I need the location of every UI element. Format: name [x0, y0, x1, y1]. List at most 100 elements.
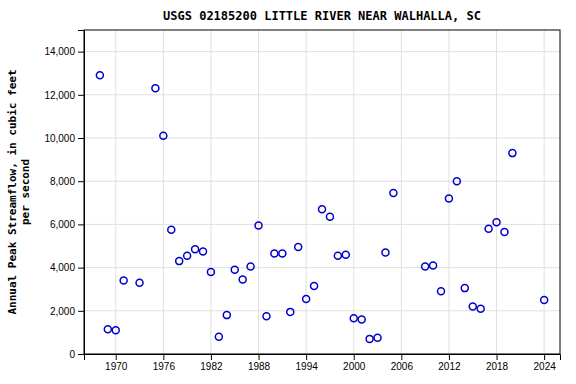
y-axis-title-line: Annual Peak Streamflow, in cubic feet [6, 69, 19, 314]
point [120, 277, 127, 284]
point [453, 178, 460, 185]
x-tick-label: 1976 [153, 361, 176, 372]
grid-line-x [496, 30, 497, 354]
axis-domain [78, 31, 85, 355]
point [541, 297, 548, 304]
x-tick-mark [354, 354, 355, 360]
point [168, 226, 175, 233]
grid-line-y [84, 94, 560, 95]
y-tick: 2,000 [50, 306, 84, 317]
grid [84, 30, 560, 354]
grid-line-x [353, 30, 354, 354]
y-tick-mark [78, 354, 84, 355]
y-tick: 12,000 [44, 90, 84, 101]
y-tick: 8,000 [50, 176, 84, 187]
grid-line-y [84, 267, 560, 268]
point [334, 252, 341, 259]
x-tick: 2012 [438, 354, 461, 372]
y-tick-mark [78, 181, 84, 182]
y-tick-label: 12,000 [44, 90, 75, 101]
y-tick-mark [78, 224, 84, 225]
point [326, 213, 333, 220]
point [247, 263, 254, 270]
x-tick-label: 2018 [486, 361, 509, 372]
y-tick: 0 [69, 349, 84, 360]
plot-area: 1970 1976 1982 1988 1994 2000 2006 2012 2018 2024… [44, 30, 560, 372]
x-tick-label: 1988 [248, 361, 271, 372]
point [104, 326, 111, 333]
point [207, 268, 214, 275]
point [239, 276, 246, 283]
points [96, 72, 547, 343]
point [438, 288, 445, 295]
point [176, 258, 183, 265]
point [501, 228, 508, 235]
y-tick-label: 10,000 [44, 133, 75, 144]
point [287, 308, 294, 315]
y-tick-mark [78, 138, 84, 139]
grid-line-x [258, 30, 259, 354]
point [215, 333, 222, 340]
x-tick: 2024 [534, 354, 557, 372]
y-tick-label: 2,000 [50, 306, 75, 317]
y-tick: 10,000 [44, 133, 84, 144]
point [493, 219, 500, 226]
grid-line-x [210, 30, 211, 354]
grid-line-x [306, 30, 307, 354]
point [271, 250, 278, 257]
point [231, 266, 238, 273]
grid-line-x [163, 30, 164, 354]
point [263, 313, 270, 320]
y-axis-title: Annual Peak Streamflow, in cubic feetper… [6, 69, 32, 314]
x-tick-mark [211, 354, 212, 360]
x-tick: 1988 [248, 354, 271, 372]
y-tick-label: 8,000 [50, 176, 75, 187]
point [311, 282, 318, 289]
grid-line-x [401, 30, 402, 354]
point [477, 305, 484, 312]
point [136, 279, 143, 286]
grid-line-x [544, 30, 545, 354]
y-axis: 0 2,000 4,000 6,000 8,000 10,000 12,000 14,000 [44, 31, 84, 360]
point [390, 190, 397, 197]
x-tick: 1994 [296, 354, 319, 372]
x-tick-mark [544, 354, 545, 360]
grid-line-x [115, 30, 116, 354]
point [303, 295, 310, 302]
point [96, 72, 103, 79]
x-tick-label: 1970 [105, 361, 128, 372]
y-tick-mark [78, 95, 84, 96]
x-tick-label: 1994 [296, 361, 319, 372]
point [279, 250, 286, 257]
x-tick: 2000 [343, 354, 366, 372]
y-axis-title-line: per second [19, 159, 32, 225]
point [445, 195, 452, 202]
y-tick-label: 14,000 [44, 46, 75, 57]
y-tick-label: 6,000 [50, 219, 75, 230]
x-tick-label: 1982 [200, 361, 223, 372]
x-tick-label: 2006 [391, 361, 414, 372]
grid-line-x [448, 30, 449, 354]
x-tick-mark [259, 354, 260, 360]
y-tick: 4,000 [50, 262, 84, 273]
y-tick-mark [78, 311, 84, 312]
x-tick: 2006 [391, 354, 414, 372]
x-tick: 2018 [486, 354, 509, 372]
chart: 1970 1976 1982 1988 1994 2000 2006 2012 2018 2024… [0, 0, 576, 384]
x-tick-mark [401, 354, 402, 360]
x-tick-label: 2000 [343, 361, 366, 372]
point [358, 316, 365, 323]
point [112, 327, 119, 334]
point [374, 334, 381, 341]
x-tick-label: 2024 [534, 361, 557, 372]
point [184, 252, 191, 259]
x-tick-mark [449, 354, 450, 360]
point [223, 312, 230, 319]
grid-line-y [84, 181, 560, 182]
point [485, 225, 492, 232]
plot-frame [84, 30, 560, 354]
y-tick: 6,000 [50, 219, 84, 230]
y-tick-label: 0 [69, 349, 75, 360]
point [509, 150, 516, 157]
point [319, 206, 326, 213]
